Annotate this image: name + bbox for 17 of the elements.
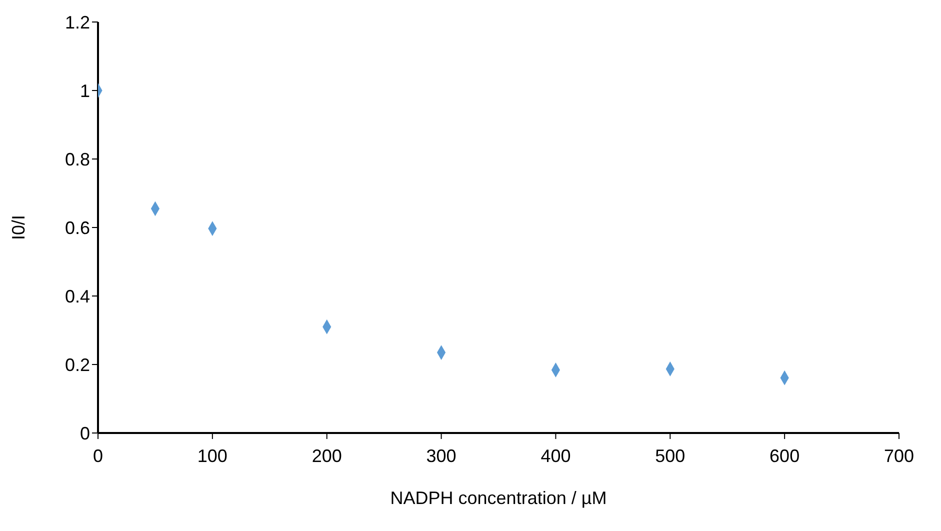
y-tick-label: 0.6 bbox=[64, 218, 90, 238]
x-tick-label: 600 bbox=[770, 446, 800, 466]
y-tick-label: 1 bbox=[80, 80, 90, 101]
y-tick-label: 0 bbox=[80, 423, 90, 444]
y-tick-label: 0.8 bbox=[64, 149, 90, 170]
x-tick-label: 0 bbox=[92, 446, 104, 466]
x-tick-label: 100 bbox=[197, 446, 228, 466]
y-tick-label: 0.2 bbox=[64, 354, 90, 375]
y-axis-title: I0/I bbox=[8, 214, 28, 240]
x-tick-label: 400 bbox=[540, 446, 571, 466]
x-axis-title: NADPH concentration / µM bbox=[390, 488, 607, 508]
x-tick-label: 200 bbox=[312, 446, 342, 466]
x-tick-label: 700 bbox=[884, 446, 914, 466]
y-tick-label: 0.4 bbox=[64, 286, 90, 306]
y-tick-label: 1.2 bbox=[64, 12, 90, 32]
x-tick-label: 500 bbox=[655, 446, 686, 466]
x-tick-label: 300 bbox=[426, 446, 456, 466]
